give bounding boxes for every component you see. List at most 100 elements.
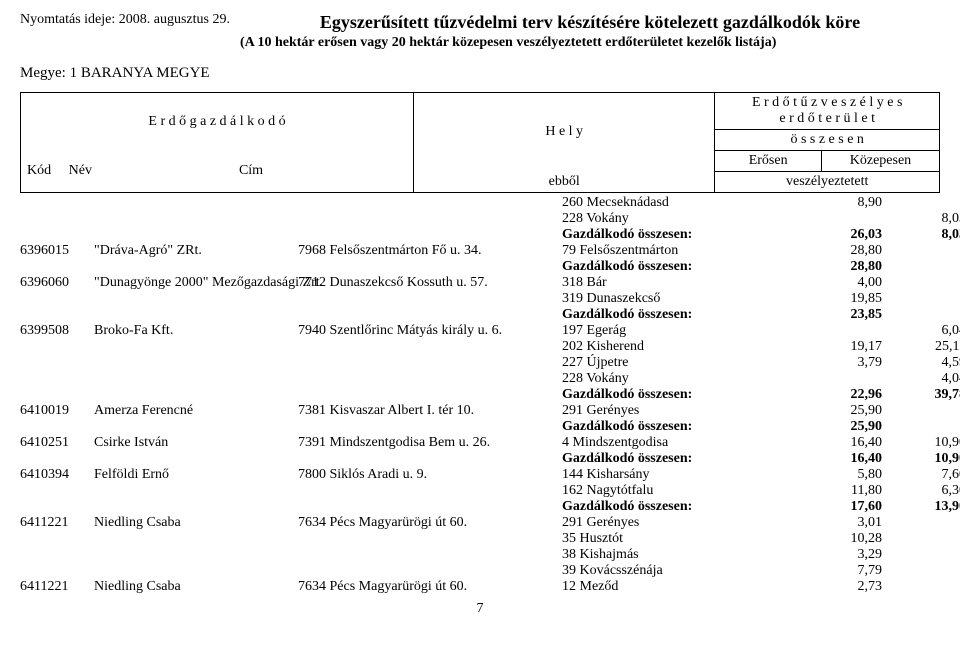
cell-name: Felföldi Ernő: [94, 467, 294, 483]
cell-place: 39 Kovácsszénája: [562, 563, 802, 579]
cell-value-1: [806, 211, 886, 227]
cell-code: [20, 451, 90, 467]
hdr-kozepesen: Közepesen: [850, 153, 911, 168]
table-row: 39 Kovácsszénája7,79: [20, 563, 940, 579]
cell-place: 228 Vokány: [562, 371, 802, 387]
cell-value-1: 25,90: [806, 419, 886, 435]
cell-addr: [298, 371, 558, 387]
cell-value-1: 22,96: [806, 387, 886, 403]
cell-code: 6396015: [20, 243, 90, 259]
cell-value-1: 16,40: [806, 435, 886, 451]
cell-place: 12 Meződ: [562, 579, 802, 595]
subtitle: (A 10 hektár erősen vagy 20 hektár közep…: [240, 35, 940, 51]
cell-code: 6410019: [20, 403, 90, 419]
cell-addr: [298, 291, 558, 307]
cell-value-2: [890, 403, 960, 419]
table-row: 228 Vokány8,03: [20, 211, 940, 227]
table-row: Gazdálkodó összesen:16,4010,90: [20, 451, 940, 467]
cell-place: 38 Kishajmás: [562, 547, 802, 563]
cell-value-1: 28,80: [806, 243, 886, 259]
hdr-osszesen: ö s s z e s e n: [790, 132, 864, 147]
cell-addr: [298, 451, 558, 467]
cell-value-1: 26,03: [806, 227, 886, 243]
table-row: Gazdálkodó összesen:26,038,03: [20, 227, 940, 243]
table-row: 6410019Amerza Ferencné7381 Kisvaszar Alb…: [20, 403, 940, 419]
cell-addr: [298, 339, 558, 355]
hdr-nev: Név: [69, 163, 92, 178]
cell-name: [94, 499, 294, 515]
cell-value-2: 4,59: [890, 355, 960, 371]
cell-name: Niedling Csaba: [94, 515, 294, 531]
table-row: 260 Mecseknádasd8,90: [20, 195, 940, 211]
cell-code: [20, 195, 90, 211]
cell-code: [20, 307, 90, 323]
cell-value-1: 4,00: [806, 275, 886, 291]
county-label: Megye: 1 BARANYA MEGYE: [20, 65, 940, 82]
cell-value-1: 10,28: [806, 531, 886, 547]
cell-addr: [298, 547, 558, 563]
cell-place: 319 Dunaszekcső: [562, 291, 802, 307]
cell-value-2: 13,90: [890, 499, 960, 515]
cell-place: Gazdálkodó összesen:: [562, 419, 802, 435]
cell-addr: 7968 Felsőszentmárton Fő u. 34.: [298, 243, 558, 259]
cell-name: [94, 371, 294, 387]
cell-code: [20, 499, 90, 515]
cell-code: [20, 227, 90, 243]
cell-value-2: 39,78: [890, 387, 960, 403]
cell-value-2: 10,90: [890, 451, 960, 467]
table-row: 6399508Broko-Fa Kft.7940 Szentlőrinc Mát…: [20, 323, 940, 339]
cell-addr: [298, 531, 558, 547]
cell-place: Gazdálkodó összesen:: [562, 227, 802, 243]
cell-value-1: [806, 371, 886, 387]
page-number: 7: [20, 601, 940, 617]
cell-name: [94, 387, 294, 403]
cell-name: [94, 227, 294, 243]
hdr-hely: H e l y: [545, 124, 583, 139]
table-row: Gazdálkodó összesen:22,9639,78: [20, 387, 940, 403]
table-row: 228 Vokány4,04: [20, 371, 940, 387]
cell-code: 6410251: [20, 435, 90, 451]
table-row: Gazdálkodó összesen:23,85: [20, 307, 940, 323]
cell-addr: 7800 Siklós Aradi u. 9.: [298, 467, 558, 483]
cell-name: Niedling Csaba: [94, 579, 294, 595]
cell-value-1: 3,79: [806, 355, 886, 371]
cell-name: Amerza Ferencné: [94, 403, 294, 419]
cell-place: Gazdálkodó összesen:: [562, 451, 802, 467]
cell-name: Broko-Fa Kft.: [94, 323, 294, 339]
cell-addr: [298, 307, 558, 323]
cell-value-2: [890, 531, 960, 547]
cell-name: [94, 307, 294, 323]
cell-value-2: [890, 307, 960, 323]
cell-addr: [298, 195, 558, 211]
cell-addr: [298, 227, 558, 243]
cell-addr: [298, 483, 558, 499]
cell-name: [94, 483, 294, 499]
hdr-erdoterulet: e r d ő t e r ü l e t: [721, 111, 933, 127]
cell-addr: [298, 355, 558, 371]
cell-value-1: 23,85: [806, 307, 886, 323]
data-rows: 260 Mecseknádasd8,90228 Vokány8,03Gazdál…: [20, 195, 940, 595]
table-row: 35 Husztót10,28: [20, 531, 940, 547]
table-row: 319 Dunaszekcső19,85: [20, 291, 940, 307]
table-row: 6396060"Dunagyönge 2000" Mezőgazdasági Z…: [20, 275, 940, 291]
cell-code: 6396060: [20, 275, 90, 291]
cell-code: [20, 547, 90, 563]
cell-place: Gazdálkodó összesen:: [562, 499, 802, 515]
cell-place: Gazdálkodó összesen:: [562, 307, 802, 323]
table-row: Gazdálkodó összesen:28,80: [20, 259, 940, 275]
cell-code: [20, 563, 90, 579]
cell-name: [94, 291, 294, 307]
cell-place: 202 Kisherend: [562, 339, 802, 355]
print-time: Nyomtatás ideje: 2008. augusztus 29.: [20, 12, 230, 28]
cell-code: 6410394: [20, 467, 90, 483]
cell-value-1: 2,73: [806, 579, 886, 595]
cell-name: [94, 419, 294, 435]
cell-value-2: 6,30: [890, 483, 960, 499]
table-row: 6410251Csirke István7391 Mindszentgodisa…: [20, 435, 940, 451]
cell-place: Gazdálkodó összesen:: [562, 259, 802, 275]
cell-place: 144 Kisharsány: [562, 467, 802, 483]
cell-value-1: 25,90: [806, 403, 886, 419]
cell-place: 162 Nagytótfalu: [562, 483, 802, 499]
cell-name: [94, 451, 294, 467]
cell-place: 291 Gerényes: [562, 403, 802, 419]
